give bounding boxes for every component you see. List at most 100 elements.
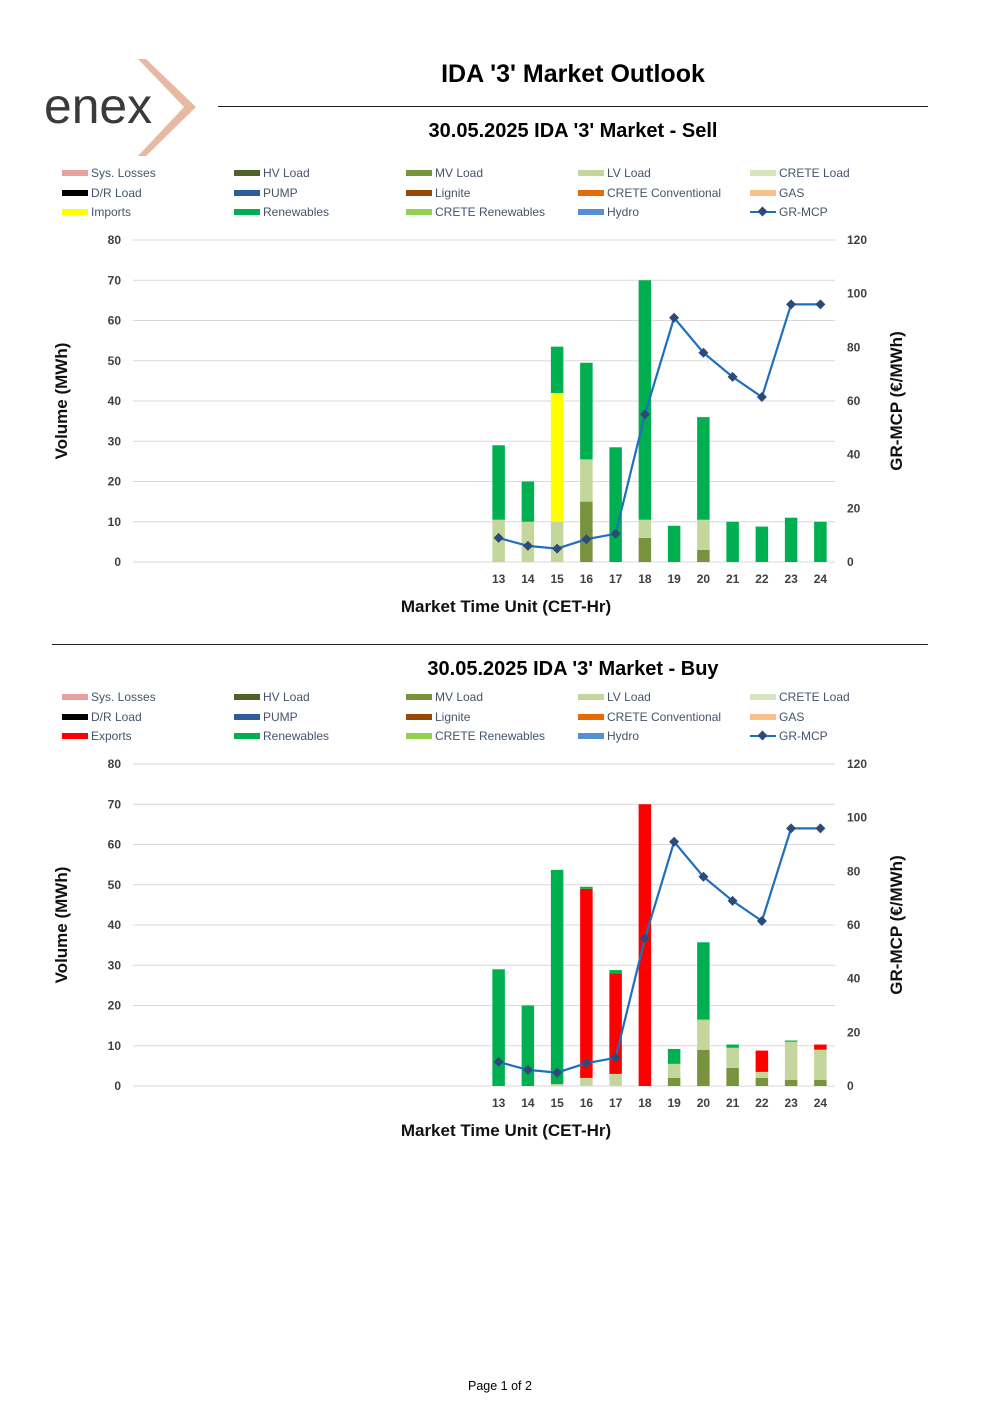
legend-item-crete-renewables: CRETE Renewables (406, 203, 545, 221)
y2-axis-label: GR-MCP (€/MWh) (887, 331, 906, 470)
y2-tick-label: 0 (847, 1079, 854, 1093)
x-tick-label: 17 (609, 1096, 623, 1110)
x-tick-label: 23 (784, 572, 798, 586)
legend-label: CRETE Conventional (607, 709, 722, 724)
legend-item-gas: GAS (750, 708, 804, 726)
x-axis-label: Market Time Unit (CET-Hr) (401, 1121, 611, 1140)
bar-mv-load-20 (697, 1049, 710, 1086)
legend-swatch (406, 209, 432, 215)
y2-tick-label: 120 (847, 757, 867, 771)
legend-item-pump: PUMP (234, 708, 298, 726)
legend-label: D/R Load (91, 185, 142, 200)
legend-swatch (406, 694, 432, 700)
gr-mcp-point-13 (493, 1056, 504, 1067)
bar-lv-load-24 (814, 1049, 827, 1080)
y2-tick-label: 80 (847, 864, 861, 878)
buy-chart: 0 10 20 30 40 50 60 70 80 0 20 40 60 80 100 120 Volume (… (52, 757, 906, 1140)
legend-swatch (750, 170, 776, 176)
y-tick-label: 10 (108, 515, 122, 529)
gr-mcp-point-23 (786, 823, 797, 834)
legend-item-hv-load: HV Load (234, 164, 310, 182)
legend-label: CRETE Renewables (435, 729, 546, 743)
legend-line-marker-icon (750, 207, 776, 217)
legend-label: CRETE Renewables (435, 205, 546, 219)
x-tick-label: 15 (550, 1096, 564, 1110)
legend-swatch (578, 209, 604, 215)
gr-mcp-point-24 (815, 299, 826, 310)
legend-label: GR-MCP (779, 205, 828, 219)
bar-renewables-23 (784, 517, 798, 562)
legend-label: HV Load (263, 690, 310, 704)
legend-label: GAS (779, 709, 805, 724)
bar-renewables-20 (697, 942, 710, 1020)
x-tick-label: 13 (492, 572, 506, 586)
legend-item-lv-load: LV Load (578, 164, 651, 182)
y2-tick-label: 60 (847, 394, 861, 408)
legend-item-crete-load: CRETE Load (750, 688, 850, 706)
x-tick-label: 23 (784, 1096, 798, 1110)
legend-item-lignite: Lignite (406, 184, 470, 202)
bar-lv-load-23 (784, 1041, 798, 1080)
bar-mv-load-21 (726, 1067, 739, 1086)
legend-item-gas: GAS (750, 184, 804, 202)
bar-renewables-20 (697, 417, 710, 520)
x-tick-label: 21 (726, 1096, 740, 1110)
y2-tick-label: 40 (847, 972, 861, 986)
legend-item-gr-mcp: GR-MCP (750, 727, 828, 745)
legend-item-mv-load: MV Load (406, 688, 483, 706)
y2-tick-label: 120 (847, 233, 867, 247)
bar-renewables-19 (667, 525, 681, 562)
legend-swatch (62, 713, 88, 720)
gr-mcp-point-16 (581, 1058, 592, 1069)
y-tick-label: 10 (108, 1039, 122, 1053)
x-tick-label: 13 (492, 1096, 506, 1110)
bar-imports-15 (550, 392, 564, 522)
gr-mcp-point-21 (727, 371, 738, 382)
legend-swatch (234, 694, 260, 700)
buy-chart-title: 30.05.2025 IDA '3' Market - Buy (427, 658, 719, 680)
legend-label: PUMP (263, 709, 298, 724)
legend-label: Sys. Losses (91, 166, 156, 180)
y2-tick-label: 80 (847, 340, 861, 354)
bar-renewables-13 (492, 969, 505, 1086)
legend-swatch (578, 170, 604, 176)
y2-tick-label: 100 (847, 287, 867, 301)
legend-label: Imports (91, 205, 132, 219)
y-tick-label: 70 (108, 797, 122, 811)
y-tick-label: 60 (108, 838, 122, 852)
legend-line-marker-icon (750, 731, 776, 741)
gr-mcp-point-19 (669, 836, 680, 847)
legend-item-crete-conventional: CRETE Conventional (578, 708, 721, 726)
sell-chart-title: 30.05.2025 IDA '3' Market - Sell (428, 120, 718, 142)
legend-label: GAS (779, 185, 805, 200)
bar-renewables-24 (814, 521, 827, 562)
y-tick-label: 30 (108, 958, 122, 972)
x-tick-label: 20 (697, 572, 711, 586)
legend-label: Renewables (263, 729, 330, 743)
bar-lv-load-17 (609, 1073, 622, 1086)
gr-mcp-point-22 (756, 916, 767, 926)
bar-mv-load-16 (580, 501, 593, 562)
gr-mcp-point-13 (493, 532, 504, 543)
legend-swatch (234, 713, 260, 720)
legend-swatch (62, 694, 88, 700)
gr-mcp-point-20 (698, 347, 709, 358)
x-tick-label: 22 (755, 572, 769, 586)
bar-lv-load-18 (638, 519, 652, 538)
legend-item-sys-losses: Sys. Losses (62, 688, 156, 706)
legend-item-imports: Imports (62, 203, 131, 221)
bar-mv-load-24 (814, 1079, 827, 1086)
y-tick-label: 70 (108, 273, 122, 287)
bar-renewables-21 (726, 1044, 739, 1048)
bar-renewables-14 (521, 481, 535, 522)
legend-label: Hydro (607, 205, 640, 219)
y-tick-label: 20 (108, 999, 122, 1013)
bar-renewables-15 (550, 346, 564, 393)
legend-label: MV Load (435, 166, 484, 180)
legend-swatch (578, 733, 604, 739)
legend-label: Lignite (435, 709, 471, 724)
legend-item-mv-load: MV Load (406, 164, 483, 182)
legend-swatch (406, 733, 432, 739)
legend-swatch (750, 694, 776, 700)
bar-renewables-23 (784, 1040, 798, 1042)
